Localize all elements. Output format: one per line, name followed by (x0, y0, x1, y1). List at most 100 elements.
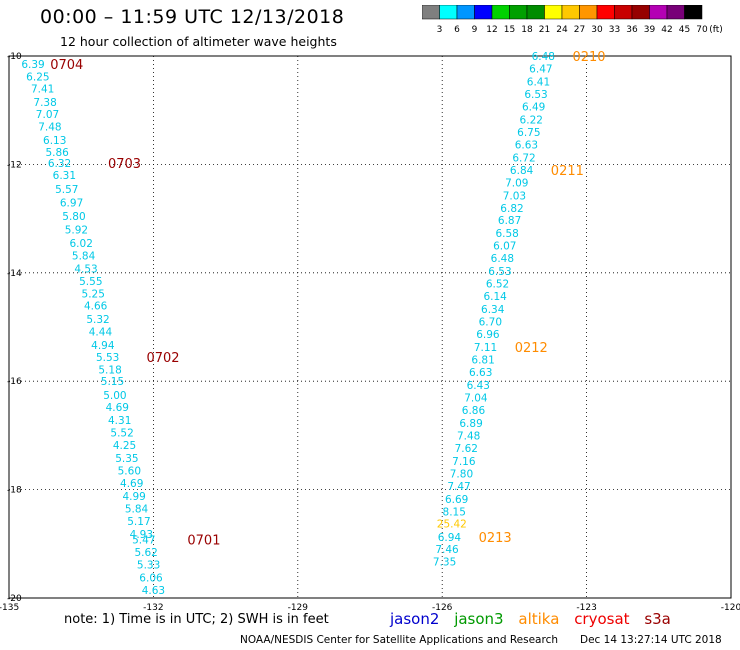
wave-height-value: 6.87 (498, 215, 521, 227)
wave-height-value: 7.07 (36, 109, 59, 121)
wave-height-value: 7.16 (452, 456, 476, 468)
wave-height-value: 6.53 (488, 266, 511, 278)
x-tick-label: -123 (576, 603, 596, 613)
wave-height-value: 5.47 (132, 534, 155, 546)
wave-height-value: 5.33 (137, 559, 160, 571)
colorbar-tick-label: 12 (486, 25, 497, 35)
wave-height-value: 5.57 (55, 184, 78, 196)
wave-height-value: 5.86 (45, 147, 69, 159)
y-tick-label: -10 (7, 52, 22, 62)
wave-height-value: 4.63 (142, 585, 165, 597)
wave-height-value: 6.13 (43, 135, 66, 147)
credit-line: NOAA/NESDIS Center for Satellite Applica… (240, 634, 558, 646)
x-tick-label: -129 (288, 603, 309, 613)
wave-height-value: 5.15 (101, 376, 124, 388)
wave-height-value: 5.60 (118, 466, 141, 478)
x-tick-label: -120 (721, 603, 740, 613)
chart-title: 00:00 – 11:59 UTC 12/13/2018 (40, 6, 345, 28)
generated-timestamp: Dec 14 13:27:14 UTC 2018 (580, 634, 722, 646)
wave-height-value: 6.47 (529, 63, 552, 75)
track-time-label: 0704 (50, 58, 83, 73)
wave-height-value: 6.32 (48, 158, 71, 170)
track-time-label: 0212 (515, 341, 548, 356)
wave-height-value: 6.89 (459, 418, 482, 430)
wave-height-value: 5.32 (86, 314, 109, 326)
x-tick-label: -126 (432, 603, 453, 613)
wave-height-value: 8.15 (443, 506, 466, 518)
wave-height-value: 6.02 (70, 238, 93, 250)
wave-height-value: 6.22 (520, 114, 543, 126)
wave-height-value: 6.84 (510, 165, 534, 177)
colorbar-tick-label: 70 (696, 25, 708, 35)
colorbar-tick-label: 24 (556, 25, 568, 35)
wave-height-value: 6.53 (524, 89, 547, 101)
track-time-label: 0703 (108, 157, 141, 172)
wave-height-value: 5.52 (110, 428, 133, 440)
wave-height-value: 6.43 (467, 380, 490, 392)
x-tick-label: -132 (143, 603, 163, 613)
color-scale-bar: 3 6 9 12 15 18 21 24 27 30 33 36 39 42 45 70 (ft) (422, 5, 723, 35)
legend-s3a: s3a (644, 610, 671, 628)
wave-height-value: 6.70 (479, 317, 502, 329)
wave-height-value: 6.63 (469, 367, 492, 379)
wave-height-value: 6.96 (476, 329, 500, 341)
wave-height-value: 7.41 (31, 84, 54, 96)
colorbar-tick-label: 30 (591, 25, 603, 35)
wave-height-value: 6.86 (462, 405, 486, 417)
colorbar-swatch (684, 5, 703, 20)
wave-height-value: 6.52 (486, 279, 509, 291)
wave-height-value: 4.99 (122, 491, 145, 503)
track-time-label: 0701 (187, 533, 220, 548)
wave-height-value: 5.53 (96, 352, 119, 364)
y-tick-label: -18 (7, 486, 22, 496)
wave-height-value: 5.18 (98, 364, 121, 376)
wave-height-value: 4.44 (89, 326, 113, 338)
wave-height-value: 7.38 (33, 97, 56, 109)
colorbar-unit: (ft) (709, 25, 723, 35)
wave-height-value: 6.58 (495, 228, 518, 240)
colorbar-tick-label: 27 (574, 25, 585, 35)
legend-altika: altika (518, 610, 560, 628)
wave-height-value: 5.80 (62, 211, 85, 223)
wave-height-value: 5.25 (82, 288, 105, 300)
colorbar-tick-label: 39 (644, 25, 656, 35)
wave-height-value: 6.82 (500, 203, 523, 215)
wave-height-value: 7.11 (474, 342, 497, 354)
wave-height-value: 7.48 (38, 121, 61, 133)
legend-jason3: jason3 (454, 610, 504, 628)
footnote: note: 1) Time is in UTC; 2) SWH is in fe… (64, 612, 329, 627)
y-tick-label: -12 (7, 160, 22, 170)
y-tick-label: -16 (7, 377, 22, 387)
colorbar-tick-label: 36 (626, 25, 638, 35)
wave-height-value: 6.34 (481, 304, 505, 316)
wave-height-value: 4.93 (130, 529, 153, 541)
wave-height-value: 6.48 (532, 51, 555, 63)
wave-height-value: 4.53 (74, 263, 97, 275)
wave-height-value: 4.31 (108, 415, 131, 427)
track-time-label: 0211 (551, 164, 584, 179)
wave-height-value: 6.31 (53, 170, 76, 182)
wave-height-value: 7.48 (457, 430, 480, 442)
wave-height-value: 6.63 (515, 139, 538, 151)
y-tick-label: -20 (7, 594, 22, 604)
colorbar-tick-label: 18 (521, 25, 533, 35)
colorbar-tick-label: 9 (472, 25, 478, 35)
colorbar-tick-label: 15 (504, 25, 515, 35)
chart-subtitle: 12 hour collection of altimeter wave hei… (60, 34, 337, 49)
wave-height-value: 5.92 (65, 224, 88, 236)
wave-height-value: 5.17 (127, 516, 150, 528)
wave-height-value: 7.03 (503, 190, 526, 202)
track-time-label: 0702 (146, 351, 179, 366)
wave-height-value: 6.97 (60, 197, 83, 209)
wave-height-value: 6.69 (445, 494, 468, 506)
wave-height-value: 7.09 (505, 177, 528, 189)
wave-height-value: 6.41 (527, 76, 550, 88)
wave-height-value: 6.25 (26, 72, 49, 84)
wave-height-value: 6.14 (483, 291, 507, 303)
wave-height-value: 7.46 (435, 544, 459, 556)
colorbar-tick-label: 45 (679, 25, 690, 35)
colorbar-tick-label: 21 (539, 25, 550, 35)
wave-height-value: 6.39 (21, 59, 44, 71)
wave-height-value: 5.84 (72, 250, 96, 262)
